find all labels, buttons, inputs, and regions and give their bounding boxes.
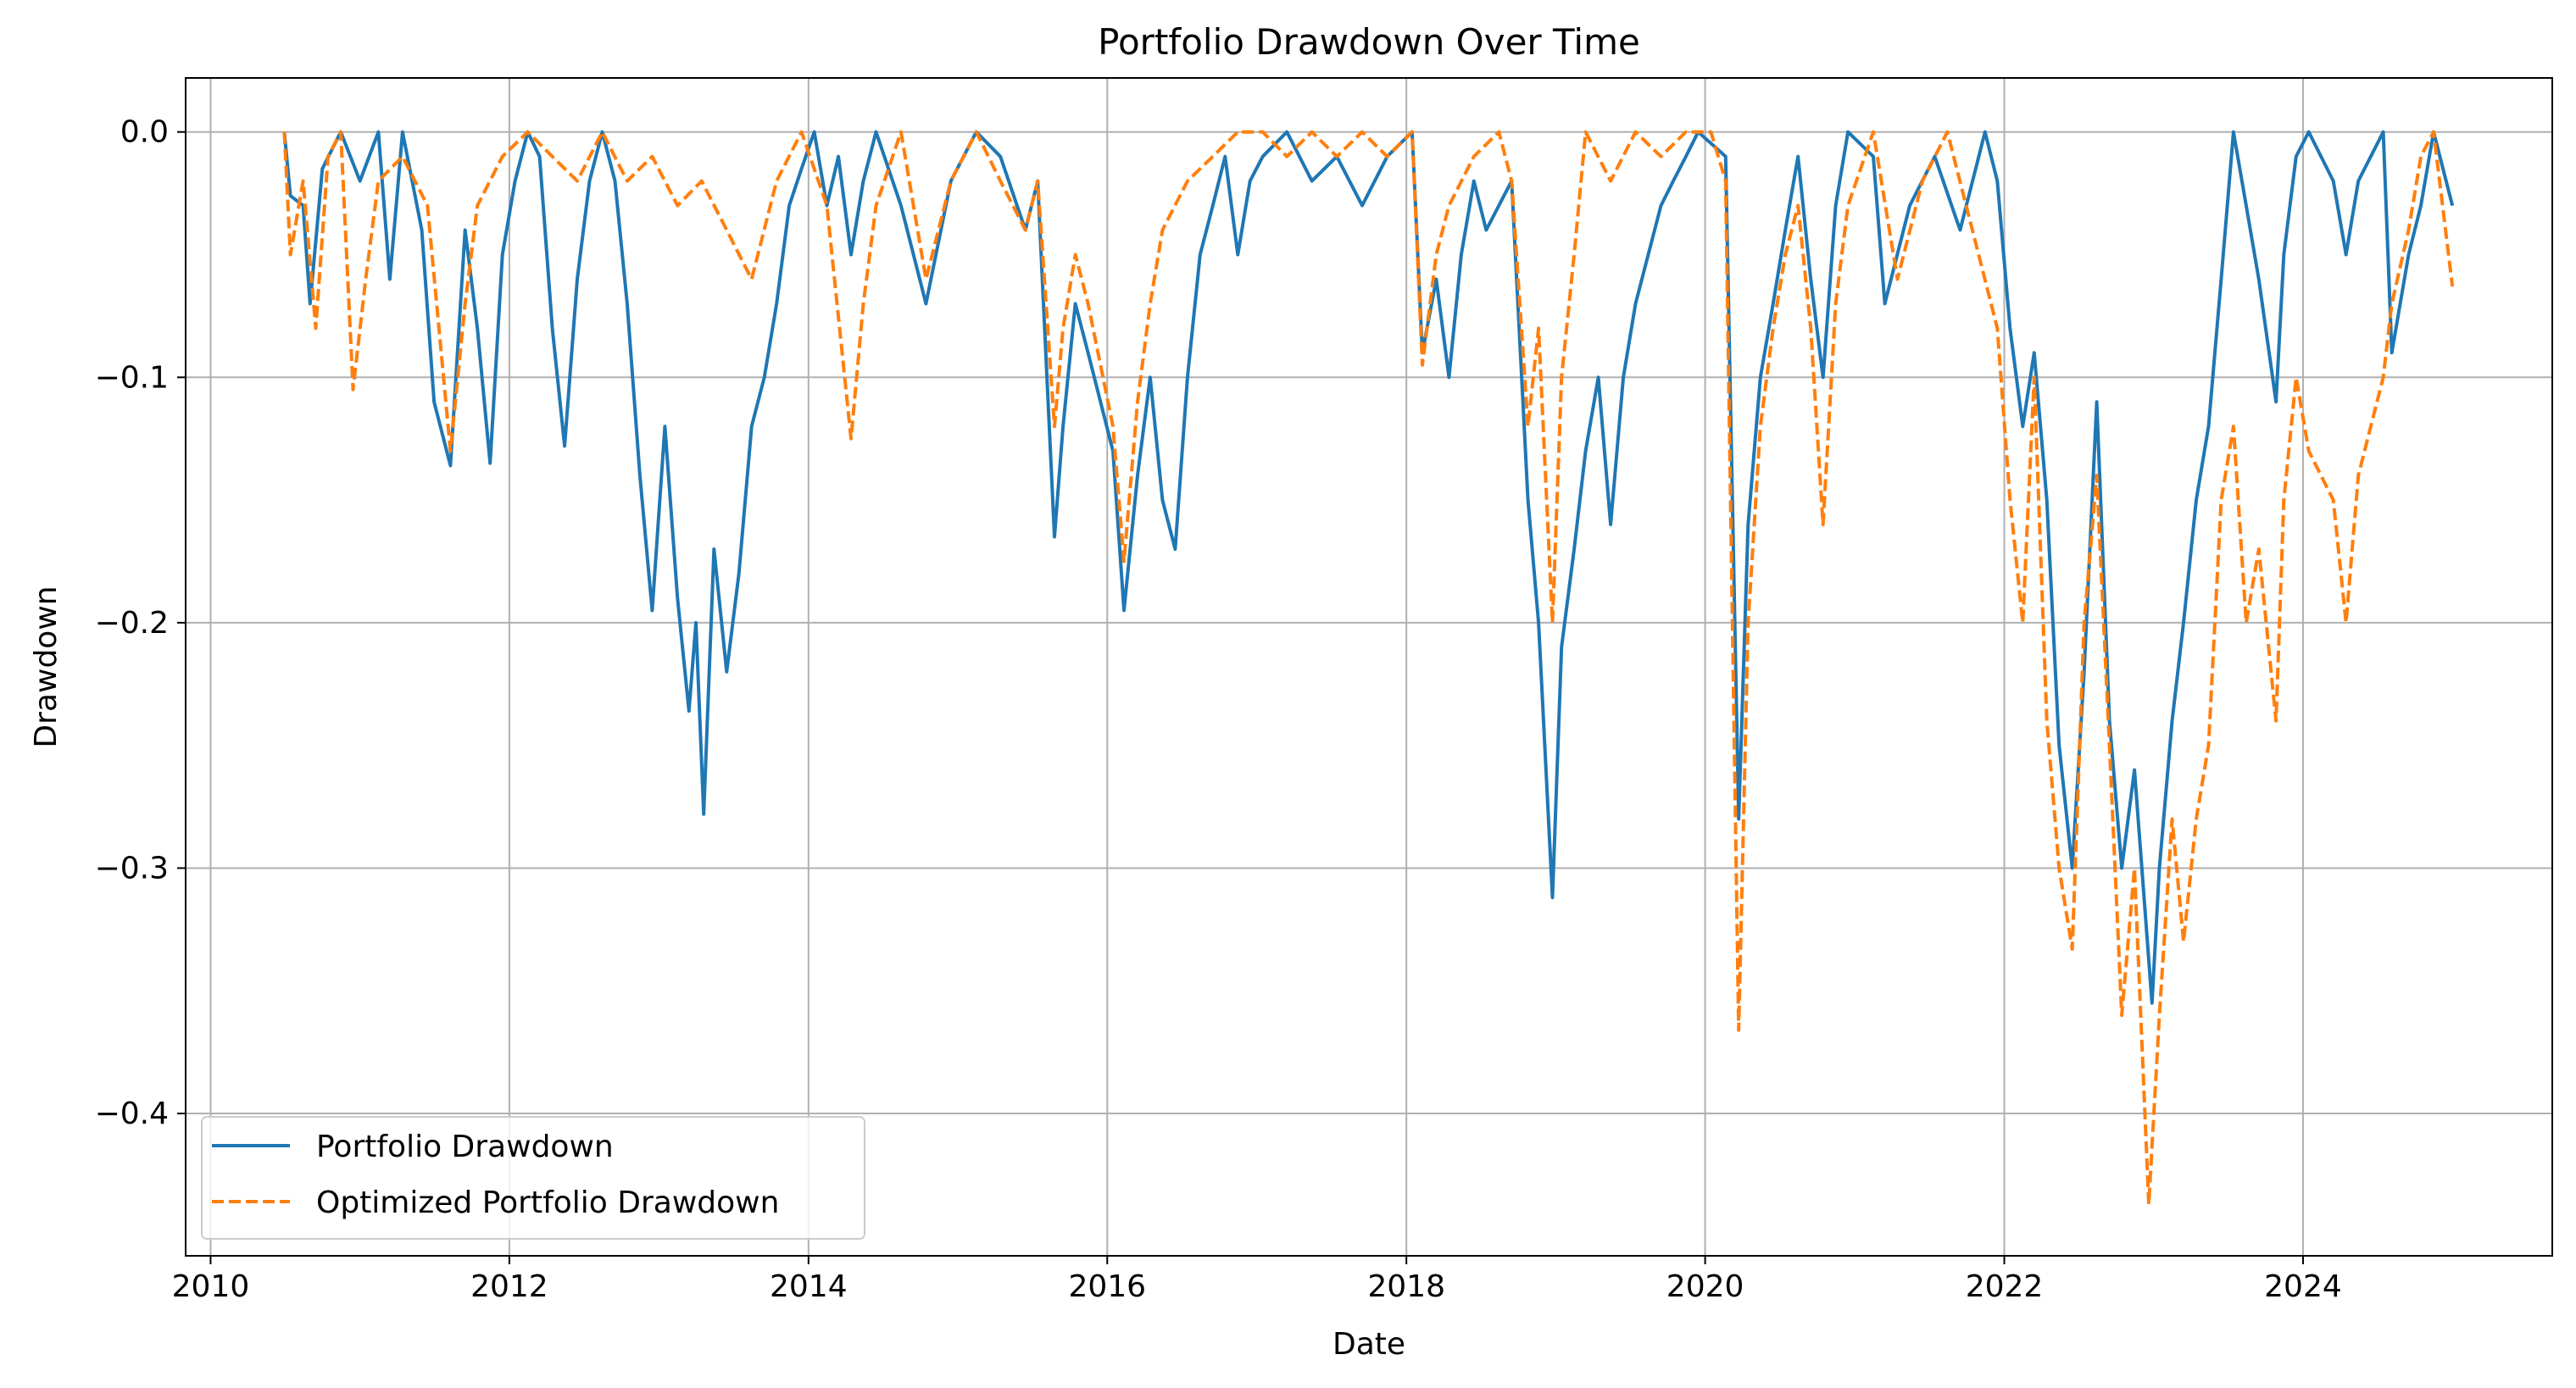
plot-frame: [185, 77, 2553, 1257]
y-tick-label: −0.1: [95, 360, 169, 395]
x-tick-label: 2024: [2264, 1269, 2342, 1304]
y-tick-label: 0.0: [120, 115, 169, 150]
x-axis: 2010 2012 2014 2016 2018 2020 2022 2024: [172, 1256, 2342, 1304]
legend: Portfolio Drawdown Optimized Portfolio D…: [201, 1116, 865, 1240]
y-tick-label: −0.4: [95, 1097, 169, 1131]
x-tick-label: 2018: [1367, 1269, 1445, 1304]
y-tick-label: −0.2: [95, 606, 169, 641]
grid-lines: [186, 78, 2552, 1256]
series-line-optimized-portfolio-drawdown: [282, 130, 2455, 1207]
x-tick-label: 2022: [1966, 1269, 2044, 1304]
x-tick-label: 2010: [172, 1269, 250, 1304]
x-tick-label: 2016: [1068, 1269, 1146, 1304]
y-tick-label: −0.3: [95, 851, 169, 886]
series-layer: [282, 130, 2455, 1207]
chart-title: Portfolio Drawdown Over Time: [1098, 21, 1640, 63]
x-axis-label: Date: [1333, 1327, 1405, 1362]
x-tick-label: 2014: [770, 1269, 848, 1304]
x-tick-label: 2012: [470, 1269, 548, 1304]
y-axis: 0.0 −0.1 −0.2 −0.3 −0.4: [95, 115, 186, 1131]
legend-label-portfolio-drawdown: Portfolio Drawdown: [316, 1130, 614, 1164]
y-axis-label: Drawdown: [29, 586, 64, 747]
legend-label-optimized-portfolio-drawdown: Optimized Portfolio Drawdown: [316, 1185, 779, 1220]
x-tick-label: 2020: [1666, 1269, 1744, 1304]
legend-box: [201, 1116, 865, 1240]
